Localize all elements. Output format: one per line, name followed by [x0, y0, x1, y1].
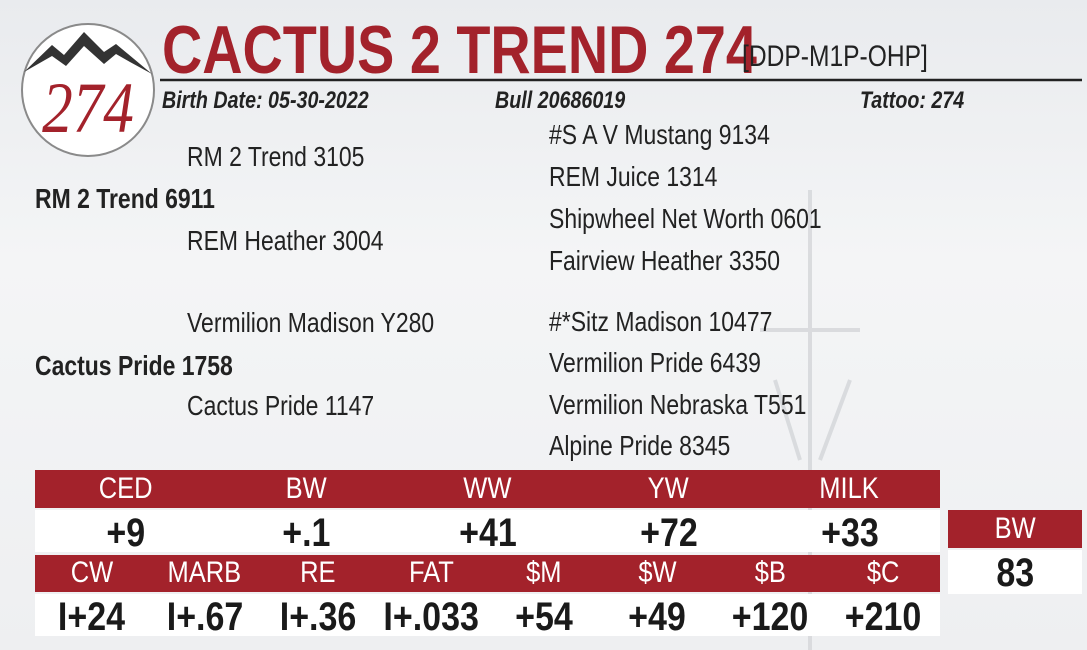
epd-header-text: BW — [285, 472, 328, 505]
pedigree-dam: Cactus Pride 1758 — [35, 350, 233, 381]
epd-value: +120 — [714, 597, 827, 637]
epd-header: RE — [261, 558, 374, 588]
epd-value-text: +33 — [820, 511, 879, 555]
weight-value-box — [948, 550, 1082, 594]
pedigree-entry: #*Sitz Madison 10477 — [549, 306, 773, 337]
designation: [DDP-M1P-OHP] — [742, 40, 928, 73]
pedigree-entry: REM Juice 1314 — [549, 161, 718, 192]
epd-header-text: CED — [98, 472, 153, 505]
epd-header-text: MILK — [819, 472, 880, 505]
epd-value: I+.033 — [374, 597, 487, 637]
epd-header-text: WW — [463, 472, 512, 505]
logo-text: 274 — [42, 68, 134, 148]
epd-value: +.1 — [216, 513, 397, 553]
weight-value-text: 83 — [996, 551, 1034, 595]
pedigree-entry: Vermilion Pride 6439 — [549, 347, 761, 378]
epd-value: +72 — [578, 513, 759, 553]
epd-value-text: +72 — [639, 511, 698, 555]
epd-header: BW — [216, 474, 397, 504]
epd-value-text: +.1 — [282, 511, 331, 555]
epd-header: $B — [714, 558, 827, 588]
epd-header-text: MARB — [167, 556, 242, 589]
epd-header-band — [35, 555, 940, 592]
epd-header: FAT — [374, 558, 487, 588]
epd-header-text: CW — [70, 556, 113, 589]
epd-header-text: FAT — [408, 556, 454, 589]
epd-value-text: I+24 — [58, 595, 126, 639]
pedigree-entry: #S A V Mustang 9134 — [549, 119, 770, 150]
epd-header-band — [35, 470, 940, 508]
registration: Bull 20686019 — [495, 87, 626, 114]
epd-value-row — [35, 594, 940, 636]
birth-date: Birth Date: 05-30-2022 — [162, 87, 369, 114]
epd-value: I+.67 — [148, 597, 261, 637]
epd-header-text: $M — [526, 556, 562, 589]
weight-value: 83 — [948, 553, 1082, 593]
pedigree-entry: REM Heather 3004 — [187, 225, 384, 256]
weight-header-band — [948, 510, 1082, 548]
epd-header-text: YW — [647, 472, 690, 505]
epd-value-text: I+.36 — [279, 595, 357, 639]
epd-value-text: +54 — [515, 595, 573, 639]
epd-header: $C — [827, 558, 940, 588]
pedigree-entry: Fairview Heather 3350 — [549, 245, 780, 276]
epd-header: WW — [397, 474, 578, 504]
epd-value-text: +210 — [845, 595, 922, 639]
epd-value-text: I+.033 — [383, 595, 479, 639]
epd-value-text: +120 — [732, 595, 809, 639]
tattoo: Tattoo: 274 — [860, 87, 965, 114]
epd-header: YW — [578, 474, 759, 504]
logo-mountains — [24, 32, 152, 74]
epd-value-text: +9 — [106, 511, 145, 555]
pedigree-entry: Shipwheel Net Worth 0601 — [549, 203, 822, 234]
epd-value-text: +49 — [628, 595, 687, 639]
epd-header-text: RE — [300, 556, 336, 589]
pedigree-sire: RM 2 Trend 6911 — [35, 183, 215, 214]
pedigree-entry: Vermilion Madison Y280 — [187, 307, 435, 338]
epd-value: I+24 — [35, 597, 148, 637]
pedigree-entry: Vermilion Nebraska T551 — [549, 389, 807, 420]
weight-header-text: BW — [994, 512, 1036, 545]
weight-header: BW — [948, 514, 1082, 544]
epd-header: CW — [35, 558, 148, 588]
epd-header-text: $C — [867, 556, 900, 589]
epd-value-text: I+.67 — [166, 595, 243, 639]
pedigree-entry: RM 2 Trend 3105 — [187, 141, 365, 172]
title: CACTUS 2 TREND 274 — [162, 12, 757, 88]
epd-value: +9 — [35, 513, 216, 553]
epd-value: +41 — [397, 513, 578, 553]
epd-value: +33 — [759, 513, 940, 553]
epd-header: $M — [488, 558, 601, 588]
pedigree-entry: Cactus Pride 1147 — [187, 390, 375, 421]
epd-value-row — [35, 510, 940, 552]
epd-header: $W — [601, 558, 714, 588]
pedigree-entry: Alpine Pride 8345 — [549, 430, 731, 461]
epd-header: MARB — [148, 558, 261, 588]
epd-value: +49 — [601, 597, 714, 637]
epd-value: +54 — [488, 597, 601, 637]
epd-header: CED — [35, 474, 216, 504]
epd-value: +210 — [827, 597, 940, 637]
epd-value: I+.36 — [261, 597, 374, 637]
epd-header-text: $W — [638, 556, 677, 589]
epd-value-text: +41 — [458, 511, 517, 555]
epd-header-text: $B — [754, 556, 786, 589]
epd-header: MILK — [759, 474, 940, 504]
